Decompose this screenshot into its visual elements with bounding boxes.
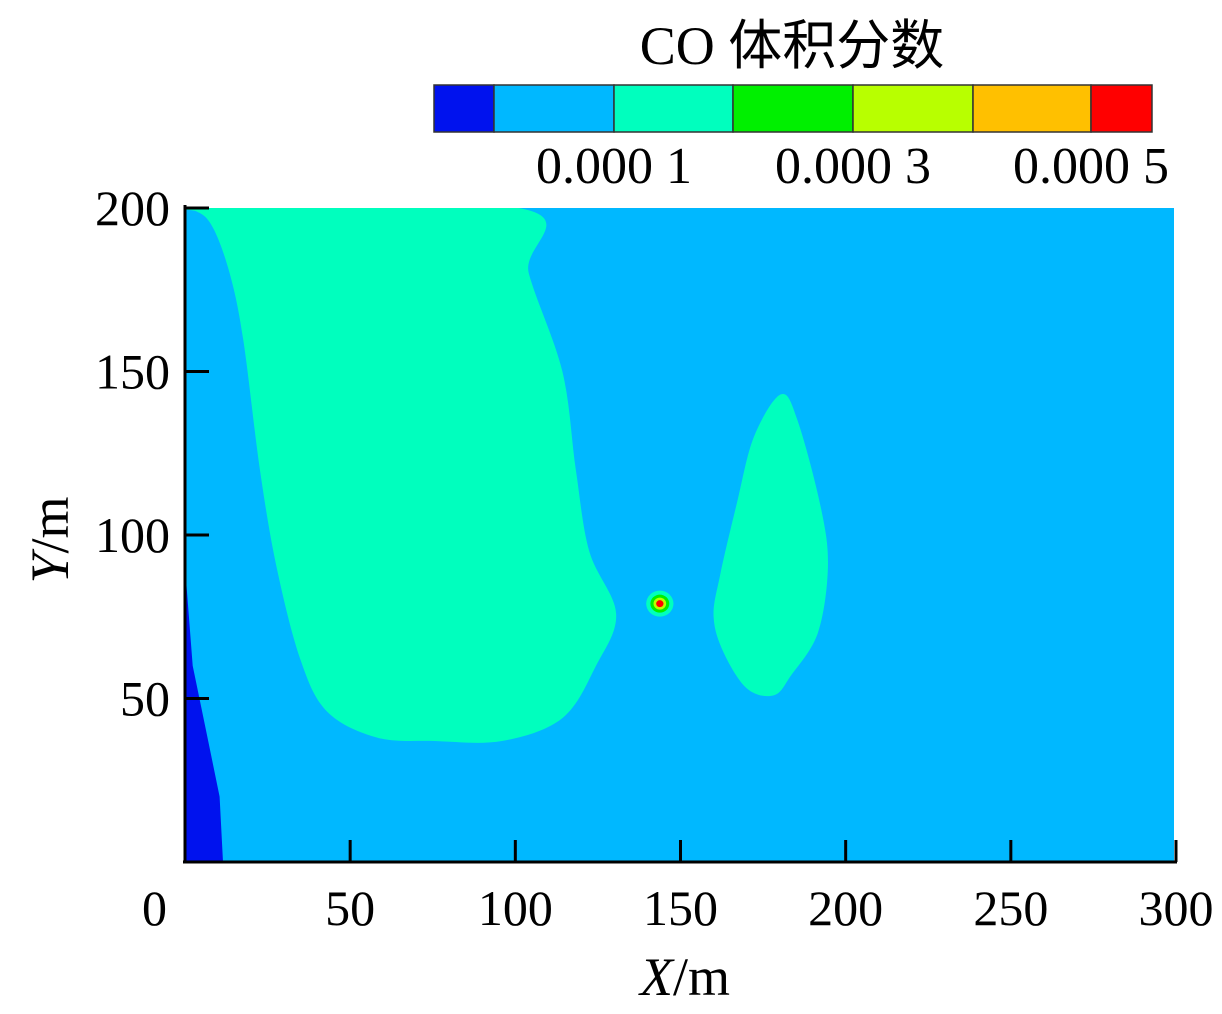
x-axis-label: X/m: [638, 947, 730, 1007]
y-tick-label: 50: [120, 671, 170, 727]
y-axis-label: Y/m: [20, 496, 80, 583]
colorbar-label: 0.000 1: [536, 138, 692, 195]
colorbar-swatch: [732, 84, 854, 133]
chart-title: CO 体积分数: [640, 16, 945, 76]
x-tick-label: 100: [478, 880, 553, 936]
x-tick-label: 0: [142, 880, 167, 936]
colorbar-swatch: [852, 84, 974, 133]
x-tick-label: 200: [808, 880, 883, 936]
x-tick-labels: 0 50 100 150 200 250 300: [142, 880, 1214, 936]
y-axis-variable: Y: [20, 549, 80, 584]
main-plume: [186, 208, 617, 743]
x-tick-label: 250: [973, 880, 1048, 936]
hotspot-ring: [656, 600, 664, 608]
y-tick-label: 150: [95, 344, 170, 400]
x-tick-label: 300: [1139, 880, 1214, 936]
colorbar-swatch: [433, 84, 495, 133]
y-tick-label: 100: [95, 507, 170, 563]
x-axis-unit: /m: [673, 947, 730, 1007]
colorbar-swatch: [1090, 84, 1153, 133]
secondary-plume: [713, 393, 828, 697]
low-concentration-strip-left: [186, 579, 223, 862]
y-tick-labels: 50 100 150 200: [95, 180, 170, 727]
colorbar-label: 0.000 5: [1013, 138, 1169, 195]
axes: [183, 205, 1178, 864]
y-tick-label: 200: [95, 180, 170, 236]
colorbar-swatch: [972, 84, 1092, 133]
colorbar-label: 0.000 3: [775, 138, 931, 195]
contour-layers: [186, 208, 1174, 862]
colorbar-labels: 0.000 1 0.000 3 0.000 5: [536, 138, 1169, 195]
contour-plot-area: [186, 208, 1174, 862]
colorbar: [433, 84, 1153, 133]
x-axis-variable: X: [638, 947, 675, 1007]
x-tick-label: 50: [325, 880, 375, 936]
colorbar-swatch: [613, 84, 734, 133]
y-axis-unit: /m: [20, 496, 80, 553]
x-tick-label: 150: [643, 880, 718, 936]
colorbar-swatch: [493, 84, 615, 133]
